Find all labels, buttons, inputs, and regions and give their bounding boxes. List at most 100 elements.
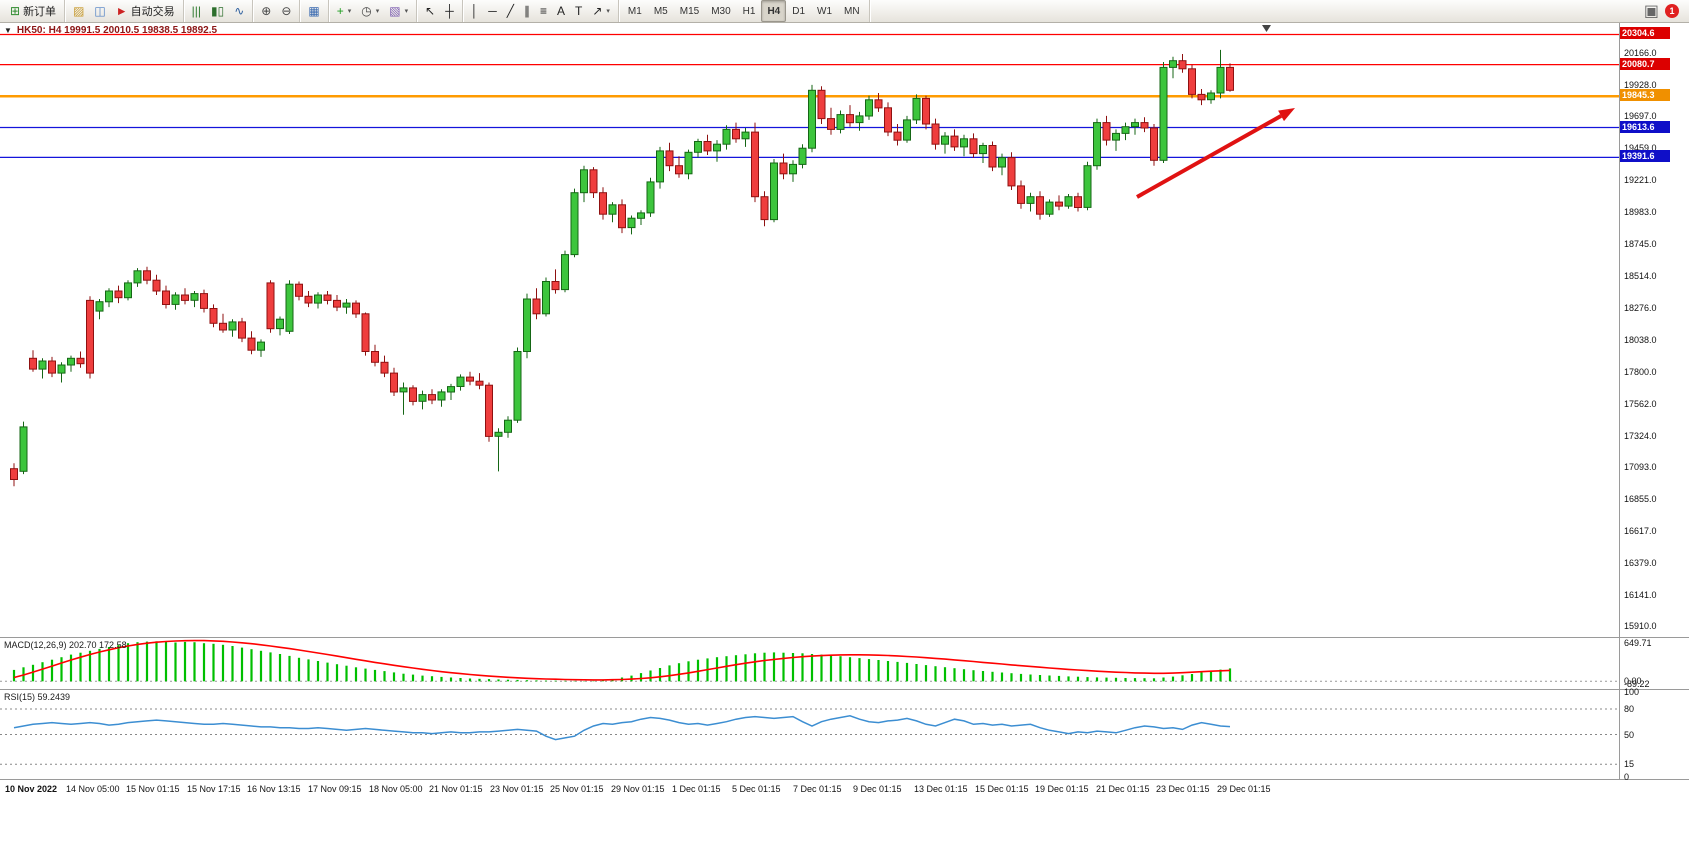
time-tick-label: 16 Nov 13:15 [247,784,301,794]
tile-windows-button[interactable]: ▦ [303,0,324,22]
time-tick-label: 13 Dec 01:15 [914,784,968,794]
rsi-label: RSI(15) 59.2439 [4,692,71,702]
hline-price-badge: 19845.3 [1620,89,1670,101]
panel-separator[interactable] [0,637,1689,638]
zoom-out-button[interactable]: ⊖ [276,0,296,22]
arrows-button[interactable]: ↗ ▾ [587,0,615,22]
chart-shift-marker[interactable] [1262,25,1271,32]
hline-price-badge: 20080.7 [1620,58,1670,70]
periods-button[interactable]: ◷ ▾ [356,0,384,22]
horizontal-line-icon: ─ [488,4,497,18]
bar-chart-button[interactable]: ||| [187,0,206,22]
time-tick-label: 1 Dec 01:15 [672,784,721,794]
time-tick-label: 14 Nov 05:00 [66,784,120,794]
trend-arrow-annotation [1136,108,1295,199]
zoom-in-icon: ⊕ [261,4,272,18]
autotrading-button[interactable]: ► 自动交易 [111,0,180,22]
channel-button[interactable]: ∥ [519,0,535,22]
time-tick-label: 23 Dec 01:15 [1156,784,1210,794]
timeframe-h1-button[interactable]: H1 [742,5,756,17]
horizontal-line-button[interactable]: ─ [483,0,502,22]
toolbar-group: ⊕ ⊖ [253,0,301,22]
hline-price-badge: 20304.6 [1620,27,1670,39]
macd-label: MACD(12,26,9) 202.70 172.58 [4,640,127,650]
hline-price-badge: 19613.6 [1620,121,1670,133]
symbol-marker-icon: ▼ [4,26,12,35]
time-axis[interactable]: 10 Nov 2022 14 Nov 05:00 15 Nov 01:15 15 No… [0,780,1619,804]
rsi-axis-label: 50 [1624,730,1635,740]
time-tick-label: 23 Nov 01:15 [490,784,544,794]
price-tick-label: 18276.0 [1624,303,1657,313]
symbol-ohlc-text: HK50: H4 19991.5 20010.5 19838.5 19892.5 [16,25,218,36]
text-button[interactable]: A [552,0,570,22]
toolbar-group: M1 M5 M15 M30 H1 H4 D1 W1 MN [619,0,870,22]
toolbar-group: ↖ ┼ [417,0,463,22]
toolbar-group: ⊞ 新订单 [2,0,66,22]
price-tick-label: 15910.0 [1624,621,1657,631]
chart-mini-icon[interactable]: ▣ [1643,3,1659,20]
rsi-panel[interactable] [0,690,1619,779]
profiles-button[interactable]: ▨ [68,0,89,22]
toolbar-group: ||| ▮▯ ∿ [184,0,254,22]
price-tick-label: 18514.0 [1624,271,1657,281]
macd-histogram [12,641,1232,682]
macd-panel[interactable] [0,638,1619,689]
periods-icon: ◷ [361,4,372,18]
time-tick-label: 18 Nov 05:00 [369,784,423,794]
new-order-icon: ⊞ [10,4,21,18]
price-tick-label: 17093.0 [1624,462,1657,472]
price-tick-label: 16617.0 [1624,526,1657,536]
dropdown-caret-icon: ▾ [404,8,409,15]
rsi-axis-label: 100 [1624,687,1640,697]
fibonacci-icon: ≡ [539,4,547,18]
time-tick-label: 15 Nov 01:15 [126,784,180,794]
price-tick-label: 18745.0 [1624,239,1657,249]
line-chart-button[interactable]: ∿ [229,0,249,22]
fibonacci-button[interactable]: ≡ [535,0,552,22]
panel-separator[interactable] [0,689,1689,690]
timeframe-m15-button[interactable]: M15 [679,5,700,17]
charts-button[interactable]: ◫ [89,0,110,22]
time-tick-label: 15 Nov 17:15 [187,784,241,794]
time-tick-label: 29 Dec 01:15 [1217,784,1271,794]
label-button[interactable]: T [570,0,587,22]
zoom-out-icon: ⊖ [281,4,292,18]
macd-axis-label: 0.00 [1624,676,1642,686]
zoom-in-button[interactable]: ⊕ [256,0,276,22]
price-chart[interactable] [0,23,1619,637]
timeframe-w1-button[interactable]: W1 [817,5,833,17]
notification-badge[interactable]: 1 [1665,4,1679,18]
time-tick-label: 10 Nov 2022 [5,784,58,794]
toolbar-group: │ ─ ╱ ∥ ≡ A T ↗ ▾ [463,0,619,22]
cursor-button[interactable]: ↖ [420,0,440,22]
price-tick-label: 20166.0 [1624,48,1657,58]
timeframe-m1-button[interactable]: M1 [627,5,642,17]
timeframe-h4-button[interactable]: H4 [761,0,787,22]
crosshair-button[interactable]: ┼ [440,0,459,22]
price-tick-label: 17562.0 [1624,399,1657,409]
timeframe-d1-button[interactable]: D1 [792,5,806,17]
candles-group [10,49,1234,487]
cursor-icon: ↖ [425,4,436,18]
price-tick-label: 16379.0 [1624,558,1657,568]
new-order-button[interactable]: ⊞ 新订单 [5,0,61,22]
price-tick-label: 17800.0 [1624,367,1657,377]
vertical-line-button[interactable]: │ [466,0,484,22]
indicators-button[interactable]: + ▾ [332,0,357,22]
toolbar-group: ▨ ◫ ► 自动交易 [65,0,184,22]
crosshair-icon: ┼ [445,4,454,18]
autotrading-icon: ► [115,4,128,18]
price-tick-label: 19697.0 [1624,111,1657,121]
timeframe-m5-button[interactable]: M5 [653,5,668,17]
timeframe-m30-button[interactable]: M30 [711,5,731,17]
profiles-icon: ▨ [73,4,85,18]
price-tick-label: 18983.0 [1624,207,1657,217]
chart-window: ▼ HK50: H4 19991.5 20010.5 19838.5 19892… [0,23,1689,861]
trendline-button[interactable]: ╱ [502,0,519,22]
price-tick-label: 16141.0 [1624,590,1657,600]
templates-button[interactable]: ▧ ▾ [384,0,413,22]
macd-signal-line [13,639,1231,681]
timeframe-mn-button[interactable]: MN [844,5,860,17]
candlestick-chart-button[interactable]: ▮▯ [206,0,229,22]
time-tick-label: 15 Dec 01:15 [975,784,1029,794]
